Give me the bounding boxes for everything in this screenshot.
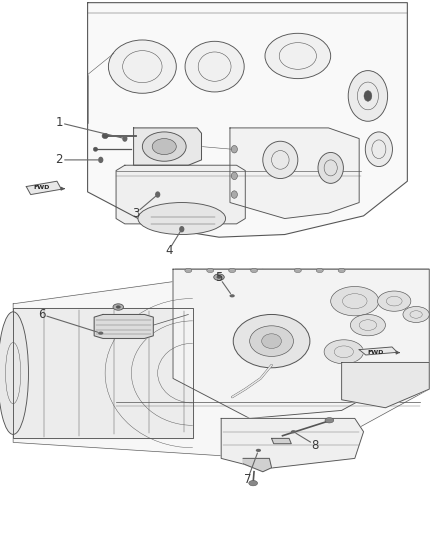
Circle shape: [231, 172, 237, 180]
Circle shape: [116, 306, 120, 308]
Text: 3: 3: [132, 207, 139, 220]
Polygon shape: [116, 165, 245, 224]
Ellipse shape: [102, 133, 108, 139]
Circle shape: [155, 191, 160, 198]
Ellipse shape: [365, 132, 392, 166]
Ellipse shape: [263, 141, 298, 179]
Circle shape: [403, 306, 429, 322]
Text: FWD: FWD: [33, 185, 50, 190]
Text: 6: 6: [38, 308, 46, 321]
Ellipse shape: [265, 33, 331, 78]
Text: 7: 7: [244, 473, 251, 486]
Circle shape: [291, 430, 296, 433]
Polygon shape: [88, 3, 407, 237]
Circle shape: [350, 314, 385, 336]
Circle shape: [179, 226, 184, 232]
Polygon shape: [359, 347, 397, 355]
Circle shape: [113, 304, 124, 310]
Circle shape: [122, 135, 127, 142]
Circle shape: [214, 274, 224, 280]
Circle shape: [331, 287, 379, 316]
Polygon shape: [243, 458, 272, 472]
Polygon shape: [13, 269, 429, 458]
Circle shape: [207, 269, 214, 273]
Circle shape: [324, 340, 364, 364]
Circle shape: [98, 157, 103, 163]
Ellipse shape: [364, 91, 372, 101]
Circle shape: [378, 291, 411, 311]
Ellipse shape: [261, 334, 281, 349]
Ellipse shape: [109, 40, 176, 93]
Circle shape: [316, 269, 323, 273]
Ellipse shape: [93, 147, 98, 151]
Ellipse shape: [138, 203, 226, 235]
Ellipse shape: [348, 70, 388, 122]
Ellipse shape: [318, 152, 343, 183]
Polygon shape: [94, 314, 153, 338]
Polygon shape: [272, 438, 291, 443]
Text: 2: 2: [55, 154, 63, 166]
Circle shape: [229, 269, 236, 273]
Circle shape: [338, 269, 345, 273]
Circle shape: [231, 191, 237, 198]
Text: FWD: FWD: [367, 350, 384, 355]
Polygon shape: [173, 269, 429, 418]
Circle shape: [185, 269, 192, 273]
Circle shape: [217, 276, 221, 278]
Polygon shape: [13, 308, 193, 438]
Ellipse shape: [250, 326, 293, 357]
Ellipse shape: [0, 312, 28, 434]
Circle shape: [256, 449, 261, 452]
Text: 4: 4: [165, 244, 173, 257]
Circle shape: [294, 269, 301, 273]
Circle shape: [249, 481, 258, 486]
Circle shape: [325, 418, 334, 423]
Polygon shape: [134, 128, 201, 165]
Circle shape: [231, 146, 237, 153]
Polygon shape: [230, 128, 359, 219]
Circle shape: [230, 294, 235, 297]
Text: 8: 8: [312, 439, 319, 451]
Ellipse shape: [233, 314, 310, 368]
Ellipse shape: [185, 42, 244, 92]
Ellipse shape: [142, 132, 186, 161]
Text: 1: 1: [55, 116, 63, 129]
Circle shape: [251, 269, 258, 273]
Ellipse shape: [152, 139, 176, 155]
Polygon shape: [26, 181, 61, 195]
Polygon shape: [221, 418, 364, 469]
Text: 5: 5: [215, 271, 223, 284]
Circle shape: [98, 332, 103, 335]
Polygon shape: [342, 362, 429, 408]
